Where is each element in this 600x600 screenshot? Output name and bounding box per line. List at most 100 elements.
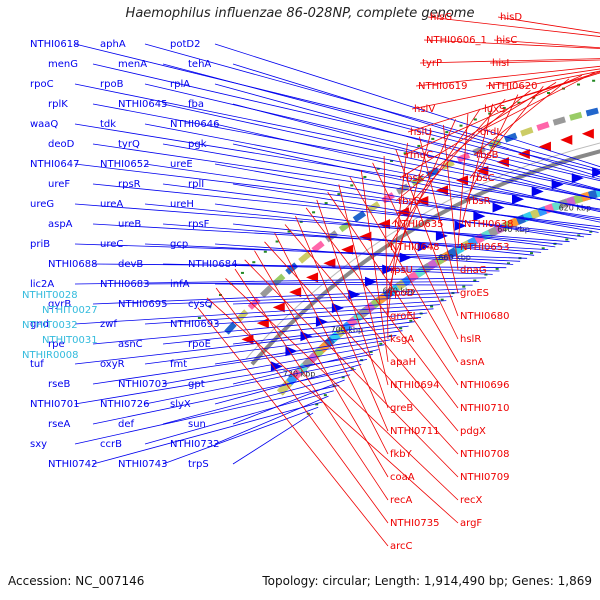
forward-leader-line	[162, 183, 585, 238]
reverse-leader-line	[274, 232, 389, 455]
rna-gene-label: NTHIT0027	[42, 305, 98, 316]
reverse-leader-line	[383, 155, 389, 340]
forward-leader-line	[92, 143, 600, 219]
forward-leader-line	[162, 374, 351, 425]
reverse-arrow-mark	[377, 219, 390, 230]
gene-block-reverse	[235, 309, 249, 323]
forward-gene-label: rseA	[48, 419, 70, 430]
forward-gene-label: ureF	[48, 179, 70, 190]
forward-leader-line	[144, 243, 521, 262]
forward-leader-line	[74, 163, 600, 228]
forward-leader-line	[92, 288, 466, 305]
forward-gene-label: ureA	[100, 199, 123, 210]
forward-leader-line	[74, 277, 486, 285]
forward-gene-label: lic2A	[30, 279, 54, 290]
forward-gene-label: NTHI0645	[118, 99, 168, 110]
forward-arrow-mark	[417, 241, 430, 252]
forward-gene-label: gnd	[30, 319, 49, 330]
track-dot-0	[399, 327, 403, 330]
reverse-arrow-mark	[272, 302, 285, 313]
forward-arrow-mark	[551, 179, 564, 190]
reverse-leader-line	[234, 268, 389, 501]
forward-leader-line	[144, 83, 600, 191]
forward-gene-label: NTHI0646	[170, 119, 220, 130]
reverse-leader-line	[264, 241, 459, 455]
forward-gene-label: ureH	[170, 199, 194, 210]
forward-gene-label: ureE	[170, 159, 193, 170]
track-dot-0	[430, 305, 434, 308]
forward-leader-line	[232, 263, 493, 275]
forward-leader-line	[92, 401, 324, 465]
track-dot-1	[459, 124, 463, 127]
forward-leader-line	[232, 412, 314, 465]
reverse-leader-line	[244, 259, 459, 478]
forward-gene-label: NTHI0688	[48, 259, 98, 270]
forward-arrow-mark	[270, 361, 283, 372]
reverse-leader-line	[391, 98, 506, 225]
reverse-arrow-mark	[306, 272, 319, 283]
track-dot-1	[502, 106, 506, 109]
forward-leader-line	[162, 344, 385, 385]
forward-leader-line	[144, 359, 368, 405]
forward-leader-line	[144, 203, 563, 245]
rna-gene-label: NTHIT0032	[22, 320, 78, 331]
track-dot-1	[208, 305, 212, 308]
forward-leader-line	[74, 123, 600, 210]
track-dot-0	[323, 394, 327, 397]
forward-gene-label: gpt	[188, 379, 205, 390]
forward-gene-label: potD2	[170, 39, 200, 50]
forward-gene-label: sxy	[30, 439, 47, 450]
forward-gene-label: deoD	[48, 139, 75, 150]
track-dot-1	[197, 316, 201, 319]
reverse-gene-label: hslR	[460, 334, 481, 345]
reverse-leader-line	[497, 16, 600, 34]
forward-leader-line	[214, 243, 514, 265]
forward-gene-label: NTHI0726	[100, 399, 150, 410]
forward-gene-label: menG	[48, 59, 78, 70]
reverse-leader-line	[349, 176, 459, 363]
track-dot-1	[488, 112, 492, 115]
forward-gene-label: NTHI0647	[30, 159, 80, 170]
track-dot-1	[417, 144, 421, 147]
forward-leader-line	[214, 83, 600, 190]
forward-arrow-mark	[365, 276, 378, 287]
track-dot-1	[376, 167, 380, 170]
track-dot-1	[577, 83, 581, 86]
track-dot-1	[324, 202, 328, 205]
forward-gene-label: NTHI0742	[48, 459, 98, 470]
track-dot-0	[341, 376, 345, 379]
reverse-gene-label: dnaG	[460, 265, 487, 276]
reverse-leader-line	[411, 70, 600, 110]
forward-gene-label: tdk	[100, 119, 116, 130]
reverse-gene-label: apaH	[390, 357, 416, 368]
forward-leader-line	[74, 325, 409, 365]
genome-summary: Topology: circular; Length: 1,914,490 bp…	[262, 574, 592, 588]
reverse-gene-label: NTHI0735	[390, 518, 440, 529]
track-dot-0	[315, 403, 319, 406]
forward-leader-line	[92, 183, 592, 236]
track-dot-1	[218, 293, 222, 296]
forward-leader-line	[92, 339, 391, 385]
reverse-gene-label: rpsU	[390, 265, 413, 276]
gene-block-reverse	[585, 107, 599, 117]
track-dot-0	[369, 350, 373, 353]
reverse-leader-line	[407, 71, 600, 133]
reverse-arrow-mark	[323, 258, 336, 269]
reverse-leader-line	[372, 162, 459, 340]
reverse-arrow-mark	[476, 165, 489, 176]
reverse-gene-label: NTHI0710	[460, 403, 510, 414]
reverse-leader-line	[206, 297, 459, 524]
reverse-leader-line	[387, 119, 456, 271]
forward-leader-line	[162, 63, 600, 180]
track-dot-1	[473, 118, 477, 121]
forward-gene-label: asnC	[118, 339, 143, 350]
track-dot-0	[541, 247, 545, 250]
forward-gene-label: fba	[188, 99, 204, 110]
track-dot-1	[592, 79, 596, 82]
reverse-gene-label: rbsC	[472, 173, 495, 184]
reverse-gene-label: pdgX	[460, 426, 486, 437]
reverse-gene-label: recX	[460, 495, 483, 506]
gene-block-reverse	[536, 121, 550, 131]
forward-gene-label: aphA	[100, 39, 126, 50]
